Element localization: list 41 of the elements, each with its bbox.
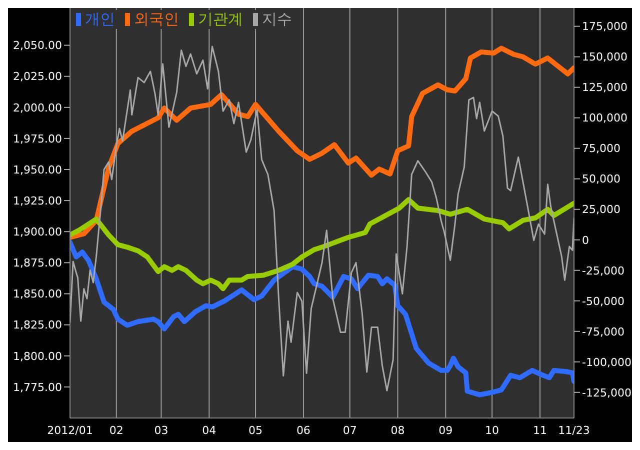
y-tick-label: 1,775.00 xyxy=(13,380,62,394)
legend-label: 기관계 xyxy=(198,10,243,29)
y2-tick-label: 100,000 xyxy=(582,112,628,125)
y-tick-label: 2,050.00 xyxy=(13,39,62,52)
y-tick-label: 1,875.00 xyxy=(13,256,62,270)
y-tick-label: 1,975.00 xyxy=(13,132,62,146)
x-tick-label: 07 xyxy=(342,424,357,437)
x-tick-label: 09 xyxy=(438,424,453,437)
x-tick-label: 02 xyxy=(109,424,124,437)
y2-tick-label: 175,000 xyxy=(582,20,628,34)
legend-label: 외국인 xyxy=(134,10,179,29)
x-tick-label: 10 xyxy=(485,424,500,437)
x-tick-label: 11/23 xyxy=(558,424,590,437)
y-tick-label: 1,825.00 xyxy=(13,318,62,332)
y-tick-label: 1,800.00 xyxy=(13,350,62,363)
y2-tick-label: -100,000 xyxy=(582,356,632,369)
y-tick-label: 1,850.00 xyxy=(13,288,62,301)
y-tick-label: 1,900.00 xyxy=(13,226,62,239)
y2-tick-label: -50,000 xyxy=(582,294,624,308)
y-tick-label: 1,950.00 xyxy=(13,163,62,176)
y-tick-label: 2,025.00 xyxy=(13,70,62,84)
x-tick-label: 08 xyxy=(390,424,405,437)
y2-tick-label: 150,000 xyxy=(582,50,628,64)
y2-tick-label: 0 xyxy=(582,234,589,247)
y-tick-label: 1,925.00 xyxy=(13,194,62,208)
y2-tick-label: 50,000 xyxy=(582,172,620,186)
x-tick-label: 05 xyxy=(248,424,263,437)
y2-tick-label: -25,000 xyxy=(582,264,624,278)
y-tick-label: 2,000.00 xyxy=(13,101,62,114)
x-tick-label: 2012/01 xyxy=(47,424,93,437)
x-tick-label: 03 xyxy=(154,424,168,437)
y2-tick-label: 25,000 xyxy=(582,203,620,216)
x-tick-label: 06 xyxy=(296,424,310,437)
legend-label: 지수 xyxy=(262,10,292,29)
y2-tick-label: 125,000 xyxy=(582,81,628,94)
y2-tick-label: 75,000 xyxy=(582,142,620,156)
legend-label: 개인 xyxy=(85,10,115,29)
x-tick-label: 04 xyxy=(202,424,216,437)
x-tick-label: 11 xyxy=(532,424,547,437)
y2-tick-label: -125,000 xyxy=(582,386,632,400)
y2-tick-label: -75,000 xyxy=(582,325,624,338)
